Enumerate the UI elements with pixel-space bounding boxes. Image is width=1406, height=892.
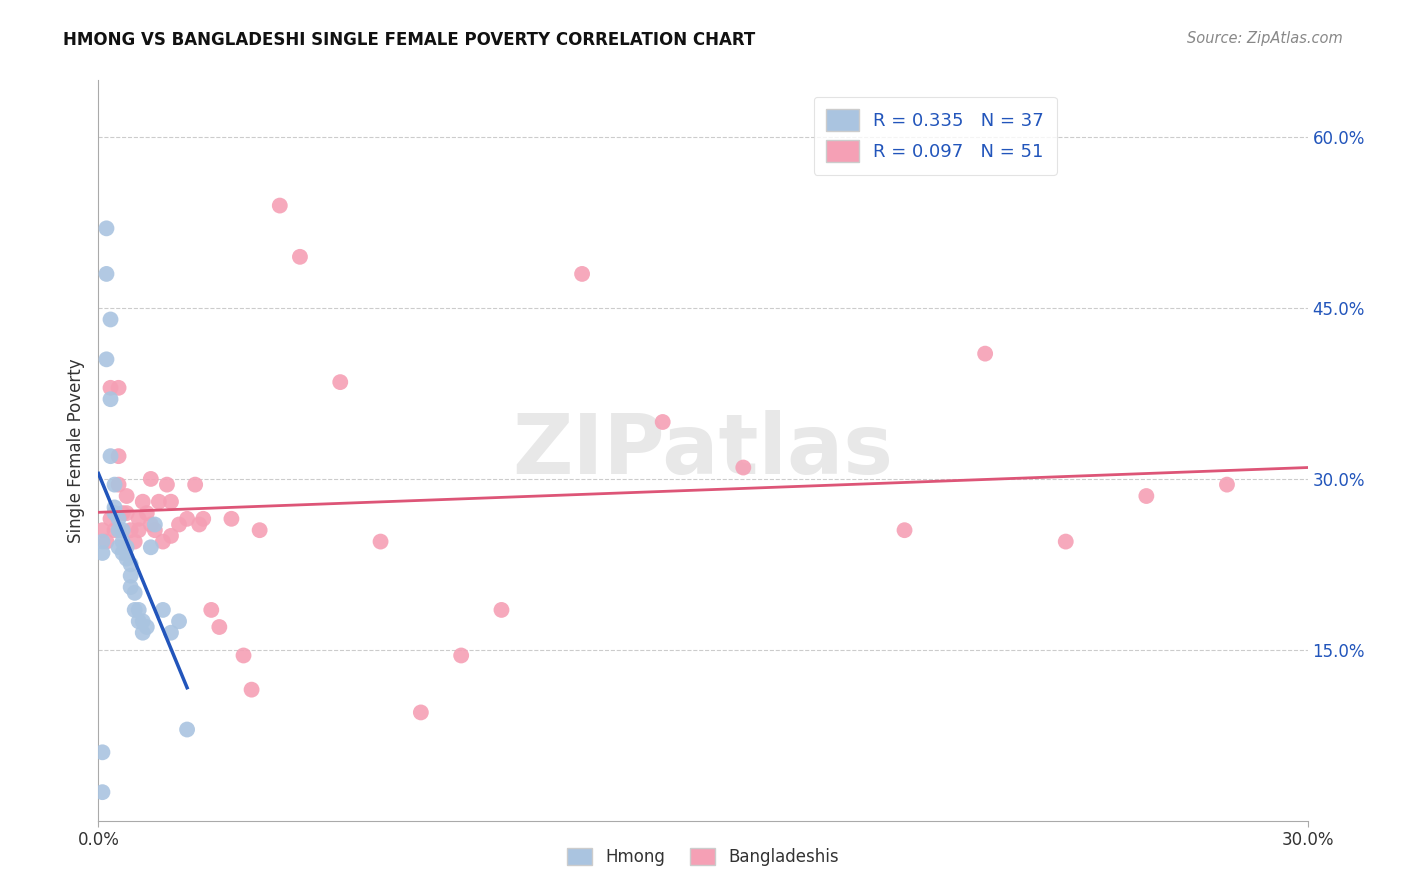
Point bbox=[240, 682, 263, 697]
Point bbox=[107, 477, 129, 491]
Point bbox=[103, 500, 125, 515]
Point bbox=[208, 620, 231, 634]
Point bbox=[120, 580, 142, 594]
Point bbox=[184, 477, 207, 491]
Text: Source: ZipAtlas.com: Source: ZipAtlas.com bbox=[1187, 31, 1343, 46]
Point bbox=[974, 346, 997, 360]
Point bbox=[128, 523, 150, 537]
Point bbox=[111, 523, 134, 537]
Point bbox=[176, 512, 198, 526]
Point bbox=[269, 198, 291, 212]
Point bbox=[120, 558, 142, 572]
Point bbox=[188, 517, 211, 532]
Point bbox=[571, 267, 593, 281]
Point bbox=[96, 221, 118, 235]
Point bbox=[120, 568, 142, 582]
Point bbox=[167, 615, 190, 629]
Point bbox=[128, 512, 150, 526]
Point bbox=[167, 517, 190, 532]
Point bbox=[100, 381, 122, 395]
Point bbox=[329, 375, 352, 389]
Point bbox=[176, 723, 198, 737]
Point bbox=[115, 541, 138, 555]
Point bbox=[409, 706, 432, 720]
Point bbox=[288, 250, 311, 264]
Point bbox=[103, 523, 125, 537]
Point bbox=[91, 546, 114, 560]
Point bbox=[91, 745, 114, 759]
Point bbox=[893, 523, 915, 537]
Point bbox=[132, 494, 155, 508]
Point bbox=[107, 449, 129, 463]
Point bbox=[111, 506, 134, 520]
Point bbox=[132, 615, 155, 629]
Point bbox=[91, 534, 114, 549]
Point bbox=[152, 534, 174, 549]
Point bbox=[115, 489, 138, 503]
Point bbox=[370, 534, 392, 549]
Point bbox=[1216, 477, 1239, 491]
Point bbox=[128, 615, 150, 629]
Point bbox=[103, 477, 125, 491]
Point bbox=[249, 523, 271, 537]
Point bbox=[100, 312, 122, 326]
Point bbox=[107, 512, 129, 526]
Point bbox=[124, 586, 146, 600]
Point bbox=[193, 512, 215, 526]
Point bbox=[450, 648, 472, 663]
Text: ZIPatlas: ZIPatlas bbox=[513, 410, 893, 491]
Point bbox=[139, 541, 162, 555]
Point bbox=[200, 603, 222, 617]
Point bbox=[107, 381, 129, 395]
Point bbox=[143, 517, 166, 532]
Y-axis label: Single Female Poverty: Single Female Poverty bbox=[67, 359, 86, 542]
Point bbox=[91, 523, 114, 537]
Point bbox=[139, 472, 162, 486]
Point bbox=[135, 620, 157, 634]
Point bbox=[100, 512, 122, 526]
Point bbox=[115, 506, 138, 520]
Point bbox=[221, 512, 243, 526]
Point bbox=[96, 534, 118, 549]
Legend: Hmong, Bangladeshis: Hmong, Bangladeshis bbox=[558, 840, 848, 875]
Point bbox=[96, 352, 118, 367]
Point bbox=[100, 449, 122, 463]
Point bbox=[160, 529, 183, 543]
Point bbox=[1054, 534, 1077, 549]
Point bbox=[103, 506, 125, 520]
Point bbox=[100, 392, 122, 407]
Point bbox=[120, 523, 142, 537]
Point bbox=[156, 477, 179, 491]
Point bbox=[135, 506, 157, 520]
Point bbox=[232, 648, 254, 663]
Point bbox=[160, 625, 183, 640]
Point bbox=[143, 523, 166, 537]
Point bbox=[111, 534, 134, 549]
Point bbox=[139, 517, 162, 532]
Point bbox=[1135, 489, 1157, 503]
Point bbox=[132, 625, 155, 640]
Point bbox=[733, 460, 755, 475]
Point bbox=[96, 267, 118, 281]
Point bbox=[651, 415, 673, 429]
Point bbox=[124, 534, 146, 549]
Point bbox=[124, 603, 146, 617]
Point bbox=[128, 603, 150, 617]
Point bbox=[115, 551, 138, 566]
Text: HMONG VS BANGLADESHI SINGLE FEMALE POVERTY CORRELATION CHART: HMONG VS BANGLADESHI SINGLE FEMALE POVER… bbox=[63, 31, 755, 49]
Legend: R = 0.335   N = 37, R = 0.097   N = 51: R = 0.335 N = 37, R = 0.097 N = 51 bbox=[814, 96, 1057, 175]
Point bbox=[148, 494, 170, 508]
Point bbox=[152, 603, 174, 617]
Point bbox=[107, 523, 129, 537]
Point bbox=[107, 541, 129, 555]
Point bbox=[111, 546, 134, 560]
Point bbox=[491, 603, 513, 617]
Point bbox=[91, 785, 114, 799]
Point bbox=[160, 494, 183, 508]
